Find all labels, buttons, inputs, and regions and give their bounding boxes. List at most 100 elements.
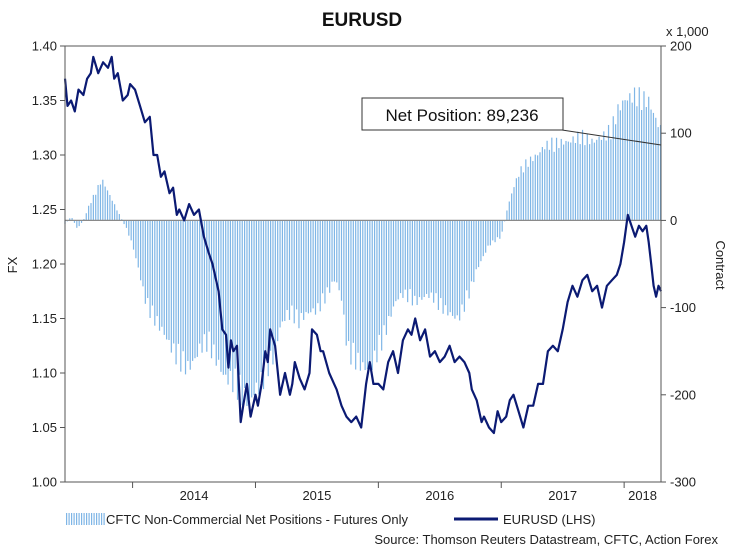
left-tick-label: 1.15 — [32, 311, 57, 326]
position-bar — [137, 220, 139, 268]
right-tick-label: -100 — [670, 300, 696, 315]
position-bar — [421, 220, 423, 300]
annotation-leader — [561, 129, 662, 146]
position-bar — [130, 220, 132, 241]
position-bar — [357, 220, 359, 353]
position-bar — [555, 137, 558, 221]
position-bar — [281, 220, 284, 322]
position-bar — [494, 220, 496, 243]
position-bar — [177, 220, 180, 344]
position-bar — [251, 220, 253, 398]
position-bar — [246, 220, 248, 406]
chart-title: EURUSD — [322, 10, 402, 31]
x-tick-label: 2014 — [180, 488, 209, 503]
position-bar — [615, 124, 617, 221]
left-tick-label: 1.35 — [32, 93, 57, 108]
right-tick-label: 200 — [670, 39, 692, 54]
position-bar — [513, 187, 515, 221]
position-bar — [352, 220, 354, 343]
x-axis: 2014 2015 2016 2017 2018 — [132, 482, 657, 503]
position-bar — [248, 220, 250, 399]
position-bar — [584, 145, 586, 221]
position-bar — [241, 220, 243, 406]
position-bar — [151, 220, 154, 306]
position-bar — [525, 159, 527, 221]
position-bar — [489, 220, 491, 246]
right-tick-label: -300 — [670, 475, 696, 490]
legend-line-label: EURUSD (LHS) — [503, 512, 595, 527]
position-bar — [579, 144, 581, 221]
position-bar — [347, 220, 350, 342]
position-bar — [468, 220, 470, 299]
position-bar — [149, 220, 151, 318]
position-bar — [499, 220, 501, 239]
position-bar — [196, 220, 198, 357]
position-bar — [265, 220, 267, 354]
position-bar — [447, 220, 449, 316]
position-bar — [470, 220, 473, 282]
position-bar — [307, 220, 310, 314]
position-bar — [373, 220, 376, 351]
position-bar — [255, 220, 258, 383]
position-bar — [461, 220, 463, 305]
legend-bar-swatch-stripe — [91, 513, 93, 525]
position-bar — [194, 220, 196, 359]
position-bar — [106, 190, 109, 221]
position-bar — [487, 220, 489, 246]
position-bar — [170, 220, 172, 353]
position-bar — [270, 220, 272, 351]
position-bar — [222, 220, 224, 375]
position-bar — [203, 220, 206, 335]
position-bar — [156, 220, 158, 317]
position-bar — [144, 220, 146, 304]
left-tick-label: 1.10 — [32, 366, 57, 381]
position-bar — [435, 220, 437, 294]
position-bar — [366, 220, 369, 369]
position-bar — [643, 91, 645, 221]
position-bar — [343, 220, 345, 315]
position-bar — [92, 194, 94, 221]
position-bar — [220, 220, 222, 372]
position-bar — [548, 149, 551, 221]
position-bar — [520, 166, 522, 221]
position-bar — [199, 220, 201, 344]
legend-bar-swatch-stripe — [83, 513, 85, 525]
position-bar — [518, 176, 520, 221]
position-bar — [69, 218, 71, 221]
position-bar — [201, 220, 203, 353]
position-bar — [189, 220, 191, 370]
position-bar — [109, 194, 111, 221]
position-bar — [123, 220, 125, 225]
position-bar — [295, 220, 298, 310]
plot-area — [63, 55, 662, 435]
position-bar — [437, 220, 439, 310]
position-bar — [544, 149, 546, 221]
position-bar — [388, 220, 390, 317]
legend-bar-swatch-stripe — [66, 513, 68, 525]
position-bar — [527, 166, 529, 221]
position-bar — [402, 220, 404, 298]
position-bar — [260, 220, 262, 373]
position-bar — [277, 220, 279, 342]
legend-bars-swatch — [66, 513, 105, 525]
eurusd-line — [63, 55, 662, 435]
position-bar — [90, 203, 92, 221]
position-bar — [638, 87, 640, 221]
position-bar — [641, 110, 643, 221]
position-bar — [239, 220, 241, 375]
position-bar — [158, 220, 161, 331]
legend-bar-swatch-stripe — [103, 513, 105, 525]
position-bar — [451, 220, 454, 316]
position-bar — [645, 107, 647, 221]
position-bar — [508, 201, 510, 221]
position-bar — [600, 139, 603, 221]
position-bar — [362, 220, 364, 363]
legend-bar-swatch-stripe — [68, 513, 70, 525]
position-bar — [522, 172, 525, 221]
x-tick-label: 2017 — [548, 488, 577, 503]
position-bar — [116, 210, 118, 221]
position-bar — [563, 144, 565, 221]
left-tick-label: 1.30 — [32, 148, 57, 163]
position-bar — [300, 220, 302, 314]
position-bar — [227, 220, 229, 385]
